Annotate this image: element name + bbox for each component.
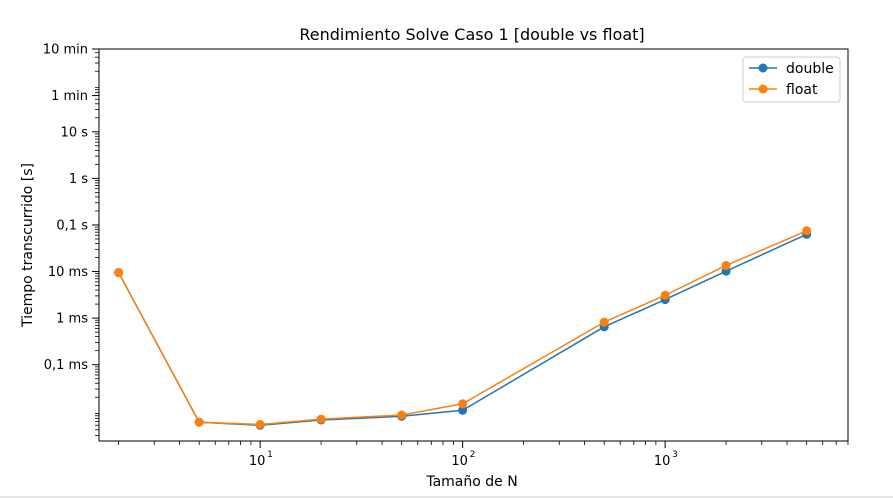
x-tick-exponent: 3: [672, 450, 678, 460]
y-tick-label: 1 s: [69, 172, 88, 187]
data-point-float: [802, 226, 812, 236]
data-point-float: [194, 417, 204, 427]
y-tick-label: 10 ms: [48, 265, 88, 280]
x-tick-label: 10: [249, 454, 266, 469]
chart-title: Rendimiento Solve Caso 1 [double vs floa…: [299, 25, 644, 44]
data-point-float: [599, 317, 609, 327]
legend-marker-float: [758, 84, 768, 94]
data-point-float: [660, 290, 670, 300]
data-point-float: [255, 419, 265, 429]
x-tick-label: 10: [451, 454, 468, 469]
series-layer: [114, 226, 812, 430]
data-point-float: [316, 414, 326, 424]
x-axis-label: Tamaño de N: [425, 474, 517, 490]
series-line-float: [117, 230, 807, 426]
legend: double float: [742, 56, 841, 103]
data-point-float: [397, 410, 407, 420]
x-tick-label: 10: [654, 454, 671, 469]
x-tick-exponent: 2: [470, 450, 476, 460]
y-tick-label: 1 min: [51, 89, 88, 104]
plot-area: [98, 48, 849, 442]
x-axis-ticks: 10 1 10 2 10 3: [118, 441, 849, 469]
legend-label-float: float: [786, 82, 818, 98]
y-tick-label: 1 ms: [56, 312, 88, 327]
y-tick-label: 10 min: [43, 43, 88, 58]
legend-label-double: double: [786, 61, 834, 77]
y-tick-label: 10 s: [61, 125, 89, 140]
y-axis-ticks: 0,1 ms 1 ms 10 ms 0,1 s 1 s 10 s 1 min 10 min: [43, 43, 99, 437]
data-point-float: [721, 260, 731, 270]
data-point-double: [458, 405, 468, 415]
data-point-float: [114, 268, 124, 278]
y-axis-label: Tiempo transcurrido [s]: [20, 163, 36, 328]
data-point-float: [458, 399, 468, 409]
y-tick-label: 0,1 s: [56, 218, 88, 233]
footer-divider: [0, 496, 893, 498]
x-tick-exponent: 1: [267, 450, 273, 460]
y-tick-label: 0,1 ms: [44, 358, 88, 373]
legend-marker-double: [758, 63, 768, 73]
